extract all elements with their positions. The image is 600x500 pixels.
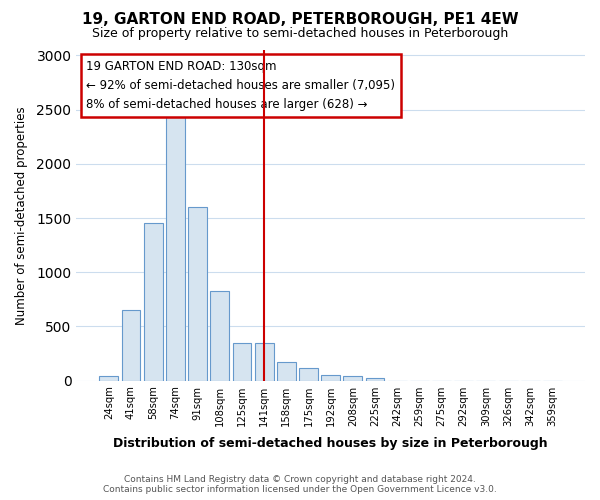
Bar	[100, 376, 118, 380]
Bar	[299, 368, 318, 380]
Text: 19, GARTON END ROAD, PETERBOROUGH, PE1 4EW: 19, GARTON END ROAD, PETERBOROUGH, PE1 4…	[82, 12, 518, 28]
Text: 19 GARTON END ROAD: 130sqm
← 92% of semi-detached houses are smaller (7,095)
8% : 19 GARTON END ROAD: 130sqm ← 92% of semi…	[86, 60, 395, 111]
Text: Contains HM Land Registry data © Crown copyright and database right 2024.
Contai: Contains HM Land Registry data © Crown c…	[103, 474, 497, 494]
Bar	[166, 108, 185, 380]
Text: Size of property relative to semi-detached houses in Peterborough: Size of property relative to semi-detach…	[92, 28, 508, 40]
Bar	[343, 376, 362, 380]
Bar	[233, 342, 251, 380]
Bar	[122, 310, 140, 380]
Bar	[144, 224, 163, 380]
Bar	[321, 374, 340, 380]
Bar	[277, 362, 296, 380]
X-axis label: Distribution of semi-detached houses by size in Peterborough: Distribution of semi-detached houses by …	[113, 437, 548, 450]
Bar	[188, 207, 207, 380]
Y-axis label: Number of semi-detached properties: Number of semi-detached properties	[15, 106, 28, 324]
Bar	[254, 342, 274, 380]
Bar	[365, 378, 385, 380]
Bar	[211, 290, 229, 380]
